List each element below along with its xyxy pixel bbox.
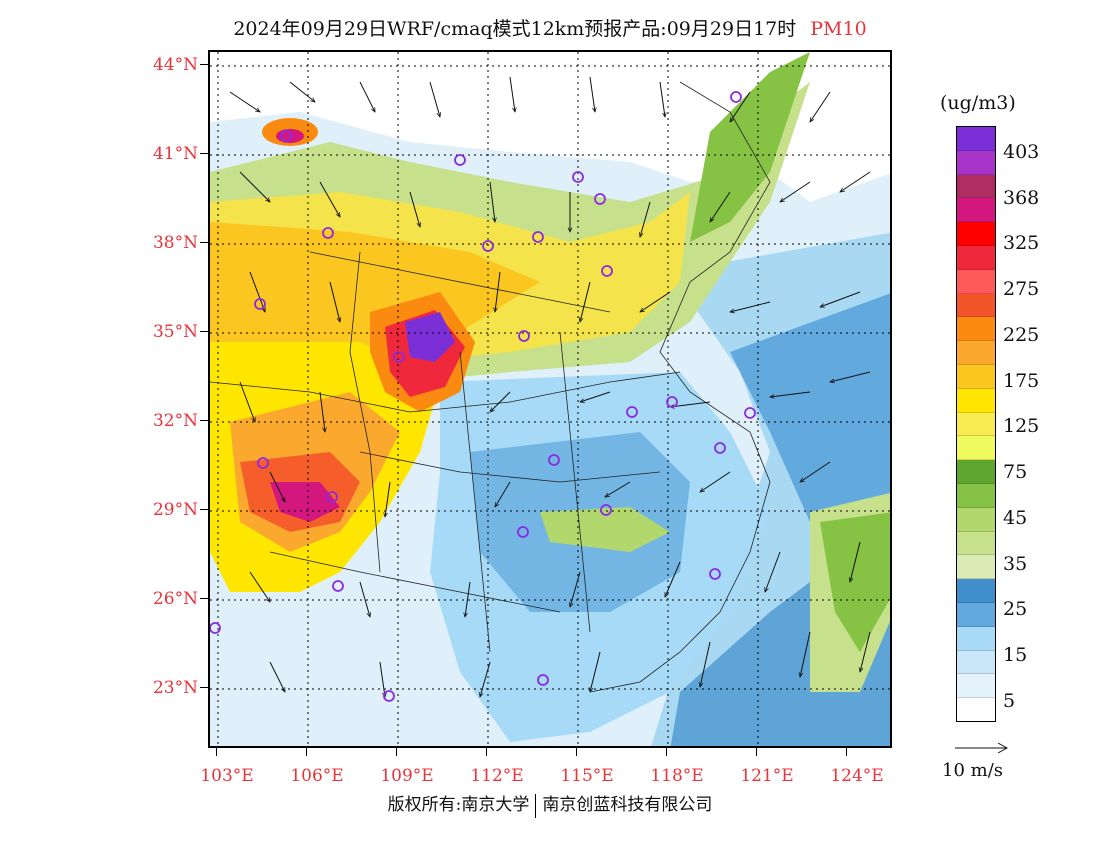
- lat-label-35n: 35°N: [152, 322, 198, 342]
- field-sichuan-peak: [270, 482, 340, 522]
- colorbar-label: 75: [1003, 461, 1028, 483]
- colorbar-label: 125: [1003, 415, 1040, 437]
- colorbar-segment: [957, 412, 995, 437]
- lon-tick: [846, 748, 847, 756]
- colorbar-segment: [957, 650, 995, 675]
- lat-label-26n: 26°N: [152, 589, 198, 609]
- colorbar-label: 275: [1003, 278, 1040, 300]
- colorbar-label: 45: [1003, 507, 1028, 529]
- footer-divider: [535, 793, 537, 818]
- colorbar-label: 15: [1003, 644, 1028, 666]
- map-field: [210, 52, 890, 746]
- field-central-peak: [405, 312, 455, 362]
- lon-label-124e: 124°E: [830, 766, 884, 786]
- colorbar-segment: [957, 674, 995, 699]
- colorbar-segment: [957, 579, 995, 603]
- colorbar-unit: (ug/m3): [940, 92, 1016, 114]
- reference-vector-label: 10 m/s: [942, 760, 1003, 781]
- colorbar-segment: [957, 150, 995, 175]
- colorbar-segment: [957, 317, 995, 342]
- map-panel: [208, 50, 892, 748]
- colorbar-segment: [957, 626, 995, 651]
- colorbar-segment: [957, 388, 995, 413]
- lon-label-115e: 115°E: [560, 766, 614, 786]
- lon-tick: [756, 748, 757, 756]
- lat-tick: [200, 242, 208, 243]
- colorbar-segment: [957, 127, 995, 151]
- lon-tick: [306, 748, 307, 756]
- lon-label-118e: 118°E: [650, 766, 704, 786]
- lat-label-23n: 23°N: [152, 678, 198, 698]
- lon-tick: [666, 748, 667, 756]
- colorbar-segment: [957, 198, 995, 223]
- lon-tick: [216, 748, 217, 756]
- lat-tick: [200, 64, 208, 65]
- colorbar-segment: [957, 602, 995, 627]
- title-main: 2024年09月29日WRF/cmaq模式12km预报产品:09月29日17时: [233, 18, 797, 40]
- footer-left: 版权所有:南京大学: [387, 795, 530, 815]
- colorbar-segment: [957, 341, 995, 365]
- colorbar-segment: [957, 507, 995, 532]
- field-east-sea-green2: [820, 512, 890, 652]
- lat-tick: [200, 420, 208, 421]
- colorbar-segment: [957, 364, 995, 389]
- lon-label-109e: 109°E: [380, 766, 434, 786]
- lon-tick: [396, 748, 397, 756]
- city-markers: [210, 91, 756, 702]
- lat-label-38n: 38°N: [152, 233, 198, 253]
- lat-label-32n: 32°N: [152, 411, 198, 431]
- graticule: [210, 52, 890, 746]
- wind-vectors: [229, 76, 871, 697]
- colorbar-label: 35: [1003, 553, 1028, 575]
- colorbar-segment: [957, 269, 995, 294]
- lon-label-121e: 121°E: [740, 766, 794, 786]
- colorbar: [956, 126, 996, 722]
- colorbar-segment: [957, 436, 995, 461]
- colorbar-segment: [957, 698, 995, 721]
- lon-label-106e: 106°E: [290, 766, 344, 786]
- lat-tick: [200, 687, 208, 688]
- colorbar-label: 368: [1003, 187, 1040, 209]
- colorbar-segment: [957, 293, 995, 318]
- colorbar-segment: [957, 460, 995, 484]
- colorbar-segment: [957, 531, 995, 556]
- reference-vector-arrow: [955, 742, 1009, 754]
- colorbar-segment: [957, 555, 995, 580]
- lat-label-41n: 41°N: [152, 144, 198, 164]
- lat-label-44n: 44°N: [152, 55, 198, 75]
- colorbar-label: 175: [1003, 370, 1040, 392]
- colorbar-label: 403: [1003, 141, 1040, 163]
- lat-tick: [200, 598, 208, 599]
- colorbar-label: 25: [1003, 598, 1028, 620]
- lat-tick: [200, 331, 208, 332]
- province-boundaries: [210, 81, 771, 693]
- colorbar-label: 325: [1003, 232, 1040, 254]
- lon-tick: [576, 748, 577, 756]
- map-title: 2024年09月29日WRF/cmaq模式12km预报产品:09月29日17时 P…: [0, 14, 1100, 41]
- colorbar-segment: [957, 245, 995, 270]
- colorbar-label: 225: [1003, 324, 1040, 346]
- lon-label-103e: 103°E: [200, 766, 254, 786]
- colorbar-segment: [957, 483, 995, 508]
- colorbar-segment: [957, 174, 995, 199]
- lat-tick: [200, 509, 208, 510]
- footer-right: 南京创蓝科技有限公司: [542, 795, 713, 815]
- lon-tick: [486, 748, 487, 756]
- colorbar-label: 5: [1003, 690, 1016, 712]
- lon-label-112e: 112°E: [470, 766, 524, 786]
- field-green-patch: [540, 507, 670, 552]
- copyright-footer: 版权所有:南京大学 南京创蓝科技有限公司: [0, 790, 1100, 818]
- colorbar-segment: [957, 222, 995, 246]
- lat-tick: [200, 153, 208, 154]
- pollutant-label: PM10: [810, 18, 867, 40]
- lat-label-29n: 29°N: [152, 500, 198, 520]
